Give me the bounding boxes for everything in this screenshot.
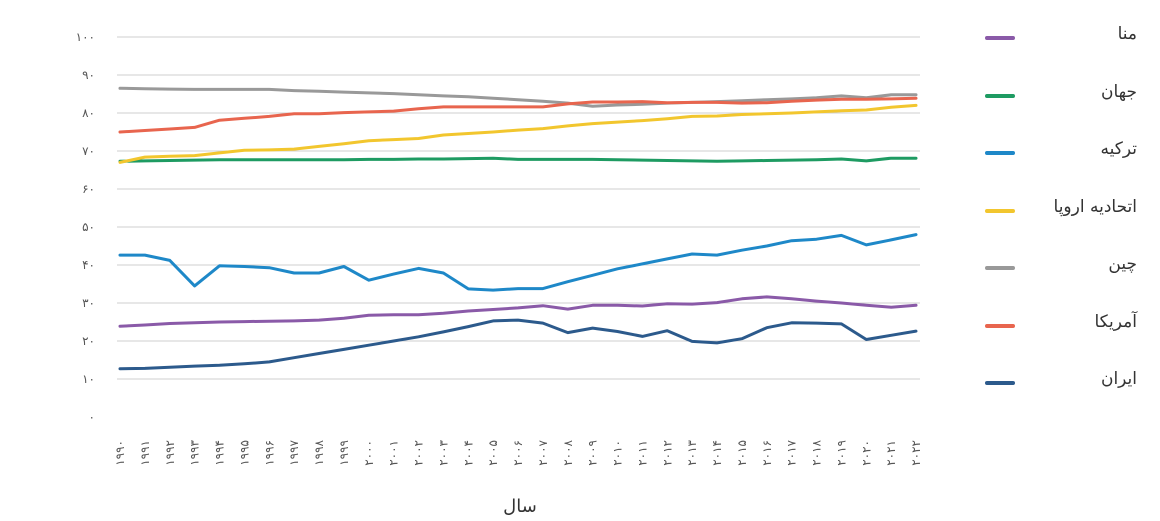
x-tick-label: ۲۰۱۱ — [635, 440, 649, 466]
x-axis-ticks: ۱۹۹۰ ۱۹۹۱ ۱۹۹۲ ۱۹۹۳ ۱۹۹۴ ۱۹۹۵ ۱۹۹۶ ۱۹۹۷ ۱۹۹۸ ۱۹۹۹… — [113, 439, 923, 465]
x-tick-label: ۲۰۱۳ — [685, 439, 699, 465]
x-tick-label: ۲۰۱۹ — [834, 440, 848, 466]
legend-swatch — [985, 36, 1015, 40]
x-tick-label: ۲۰۲۰ — [859, 440, 873, 466]
y-tick-label: ۶۰ — [82, 182, 95, 196]
x-tick-label: ۲۰۰۲ — [412, 440, 426, 466]
x-tick-label: ۱۹۹۷ — [287, 439, 301, 465]
series-line-2 — [118, 233, 918, 292]
y-tick-label: ۱۰۰ — [76, 30, 95, 44]
x-tick-label: ۲۰۰۰ — [362, 440, 376, 466]
x-tick-label: ۱۹۹۲ — [163, 440, 177, 466]
legend-label: آمریکا — [1094, 311, 1137, 332]
y-tick-label: ۹۰ — [82, 68, 95, 82]
legend-swatch — [985, 266, 1015, 270]
legend: منا جهان ترکیه اتحادیه اروپا چین آمریکا ایران — [985, 14, 1155, 417]
legend-item: ایران — [985, 359, 1155, 417]
x-tick-label: ۱۹۹۱ — [138, 440, 152, 466]
y-tick-label: ۵۰ — [82, 220, 95, 234]
y-tick-label: ۷۰ — [82, 144, 95, 158]
x-tick-label: ۱۹۹۴ — [213, 440, 227, 466]
legend-item: ترکیه — [985, 129, 1155, 187]
y-tick-label: ۴۰ — [82, 258, 95, 272]
x-axis-label: سال — [503, 496, 537, 517]
x-tick-label: ۲۰۰۶ — [511, 440, 525, 466]
x-tick-label: ۲۰۲۱ — [884, 440, 898, 466]
x-tick-label: ۲۰۱۲ — [660, 440, 674, 466]
legend-swatch — [985, 151, 1015, 155]
x-tick-label: ۱۹۹۰ — [113, 440, 127, 466]
legend-swatch — [985, 381, 1015, 385]
series-line-3 — [118, 103, 918, 164]
x-tick-label: ۲۰۲۲ — [909, 440, 923, 466]
legend-swatch — [985, 208, 1015, 213]
series-line-4 — [118, 86, 918, 108]
y-tick-label: ۱۰ — [82, 372, 95, 386]
legend-label: جهان — [1100, 81, 1137, 102]
x-tick-label: ۲۰۱۸ — [810, 439, 824, 465]
y-tick-label: ۸۰ — [82, 106, 95, 120]
x-tick-label: ۲۰۱۵ — [735, 440, 749, 466]
series-line-5 — [118, 96, 918, 134]
y-tick-label: ۰ — [89, 410, 95, 424]
x-tick-label: ۲۰۰۱ — [387, 440, 401, 466]
x-tick-label: ۲۰۱۷ — [785, 439, 799, 465]
x-tick-label: ۲۰۰۵ — [486, 440, 500, 466]
x-tick-label: ۲۰۱۰ — [611, 440, 625, 466]
x-tick-label: ۱۹۹۳ — [188, 439, 202, 465]
legend-label: منا — [1117, 24, 1137, 44]
legend-label: ترکیه — [1100, 139, 1137, 159]
y-tick-label: ۲۰ — [82, 334, 95, 348]
legend-swatch — [985, 93, 1015, 98]
legend-item: اتحادیه اروپا — [985, 187, 1155, 245]
y-tick-label: ۳۰ — [82, 296, 95, 310]
series-lines — [118, 86, 918, 371]
x-tick-label: ۱۹۹۸ — [312, 439, 326, 465]
x-tick-label: ۱۹۹۹ — [337, 440, 351, 466]
legend-label: چین — [1108, 254, 1137, 274]
series-line-1 — [118, 156, 918, 163]
series-line-0 — [118, 295, 918, 328]
x-tick-label: ۲۰۱۶ — [760, 440, 774, 466]
x-tick-label: ۲۰۰۳ — [436, 439, 450, 465]
y-axis-ticks: ۰ ۱۰ ۲۰ ۳۰ ۴۰ ۵۰ ۶۰ ۷۰ ۸۰ ۹۰ ۱۰۰ — [76, 30, 95, 424]
x-tick-label: ۱۹۹۶ — [262, 440, 276, 466]
x-tick-label: ۱۹۹۵ — [237, 440, 251, 466]
legend-item: منا — [985, 14, 1155, 72]
x-tick-label: ۲۰۰۸ — [561, 439, 575, 465]
x-tick-label: ۲۰۰۴ — [461, 440, 475, 466]
legend-label: ایران — [1100, 369, 1137, 389]
x-tick-label: ۲۰۰۷ — [536, 439, 550, 465]
legend-item: آمریکا — [985, 302, 1155, 360]
legend-label: اتحادیه اروپا — [1053, 196, 1137, 217]
x-tick-label: ۲۰۱۴ — [710, 440, 724, 466]
legend-swatch — [985, 323, 1015, 328]
legend-item: جهان — [985, 72, 1155, 130]
legend-item: چین — [985, 244, 1155, 302]
x-tick-label: ۲۰۰۹ — [586, 440, 600, 466]
series-line-6 — [118, 318, 918, 371]
